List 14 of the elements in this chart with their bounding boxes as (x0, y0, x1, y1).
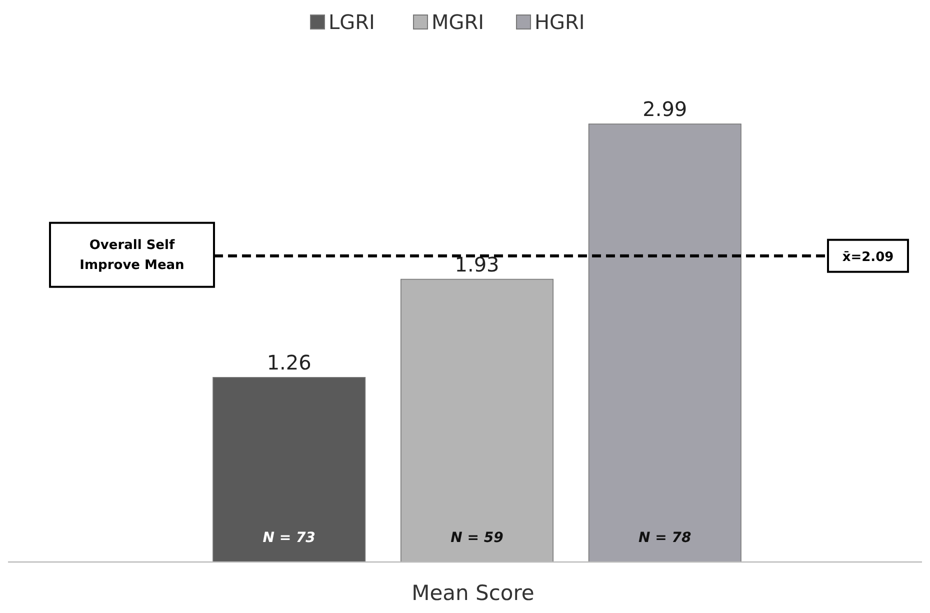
legend-label: MGRI (432, 10, 484, 34)
data-label: 1.93 (454, 252, 500, 276)
legend-label: HGRI (534, 10, 585, 34)
annotation: N = 59 (450, 530, 504, 546)
x-axis-title: Mean Score (412, 581, 534, 605)
note-box: Overall Self Improve Mean (49, 222, 215, 288)
label-box: x̄=2.09 (827, 238, 909, 273)
annotation: N = 78 (638, 530, 692, 546)
ref-line-label: x̄=2.09 (842, 250, 894, 265)
data-label: 1.26 (266, 350, 312, 374)
annotation: Overall Self Improve Mean (80, 238, 184, 273)
annotation: N = 73 (262, 530, 316, 546)
data-label: 2.99 (642, 97, 688, 121)
legend-label: LGRI (328, 10, 375, 34)
